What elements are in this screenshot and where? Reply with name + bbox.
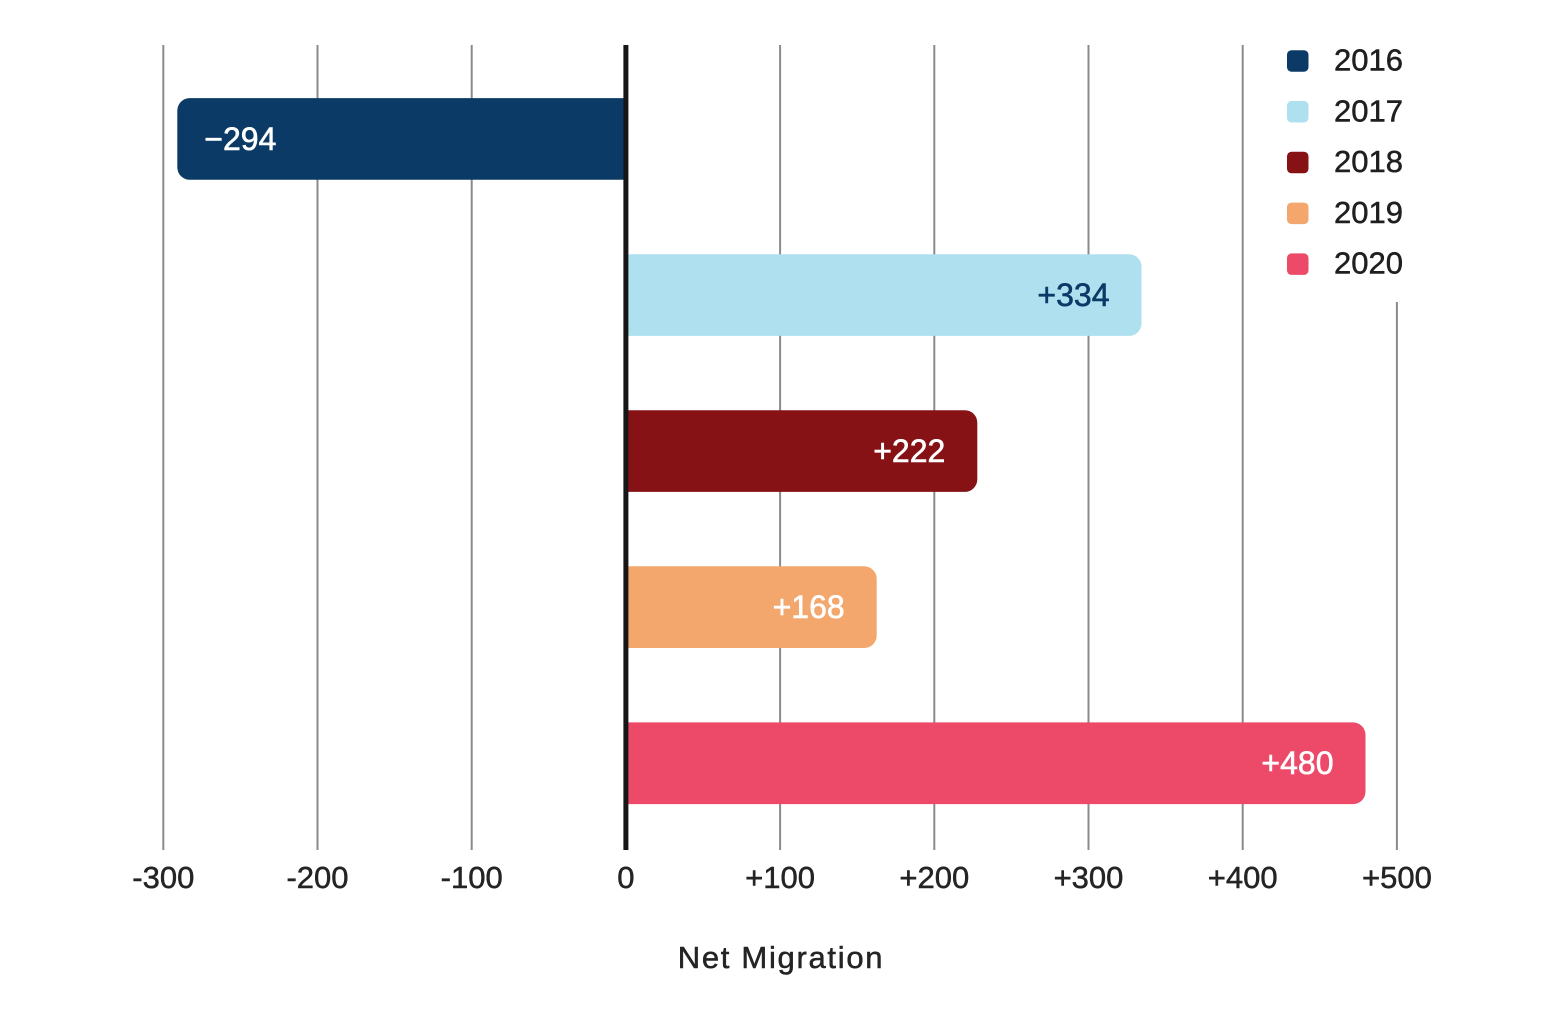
svg-text:-200: -200 — [286, 860, 348, 895]
svg-text:0: 0 — [617, 860, 634, 895]
svg-text:2016: 2016 — [1334, 43, 1403, 78]
svg-text:2019: 2019 — [1334, 195, 1403, 230]
svg-text:+480: +480 — [1261, 745, 1333, 781]
svg-text:+222: +222 — [873, 433, 945, 469]
svg-text:+200: +200 — [899, 860, 969, 895]
svg-text:Net Migration: Net Migration — [678, 940, 884, 975]
svg-text:+300: +300 — [1054, 860, 1124, 895]
svg-text:2020: 2020 — [1334, 246, 1403, 281]
svg-text:−294: −294 — [204, 121, 276, 157]
svg-text:+100: +100 — [745, 860, 815, 895]
svg-text:2017: 2017 — [1334, 93, 1403, 128]
svg-text:+500: +500 — [1362, 860, 1432, 895]
svg-text:+168: +168 — [773, 589, 845, 625]
svg-text:+334: +334 — [1037, 277, 1109, 313]
svg-text:-300: -300 — [132, 860, 194, 895]
svg-text:-100: -100 — [441, 860, 503, 895]
svg-text:+400: +400 — [1208, 860, 1278, 895]
svg-text:2018: 2018 — [1334, 144, 1403, 179]
